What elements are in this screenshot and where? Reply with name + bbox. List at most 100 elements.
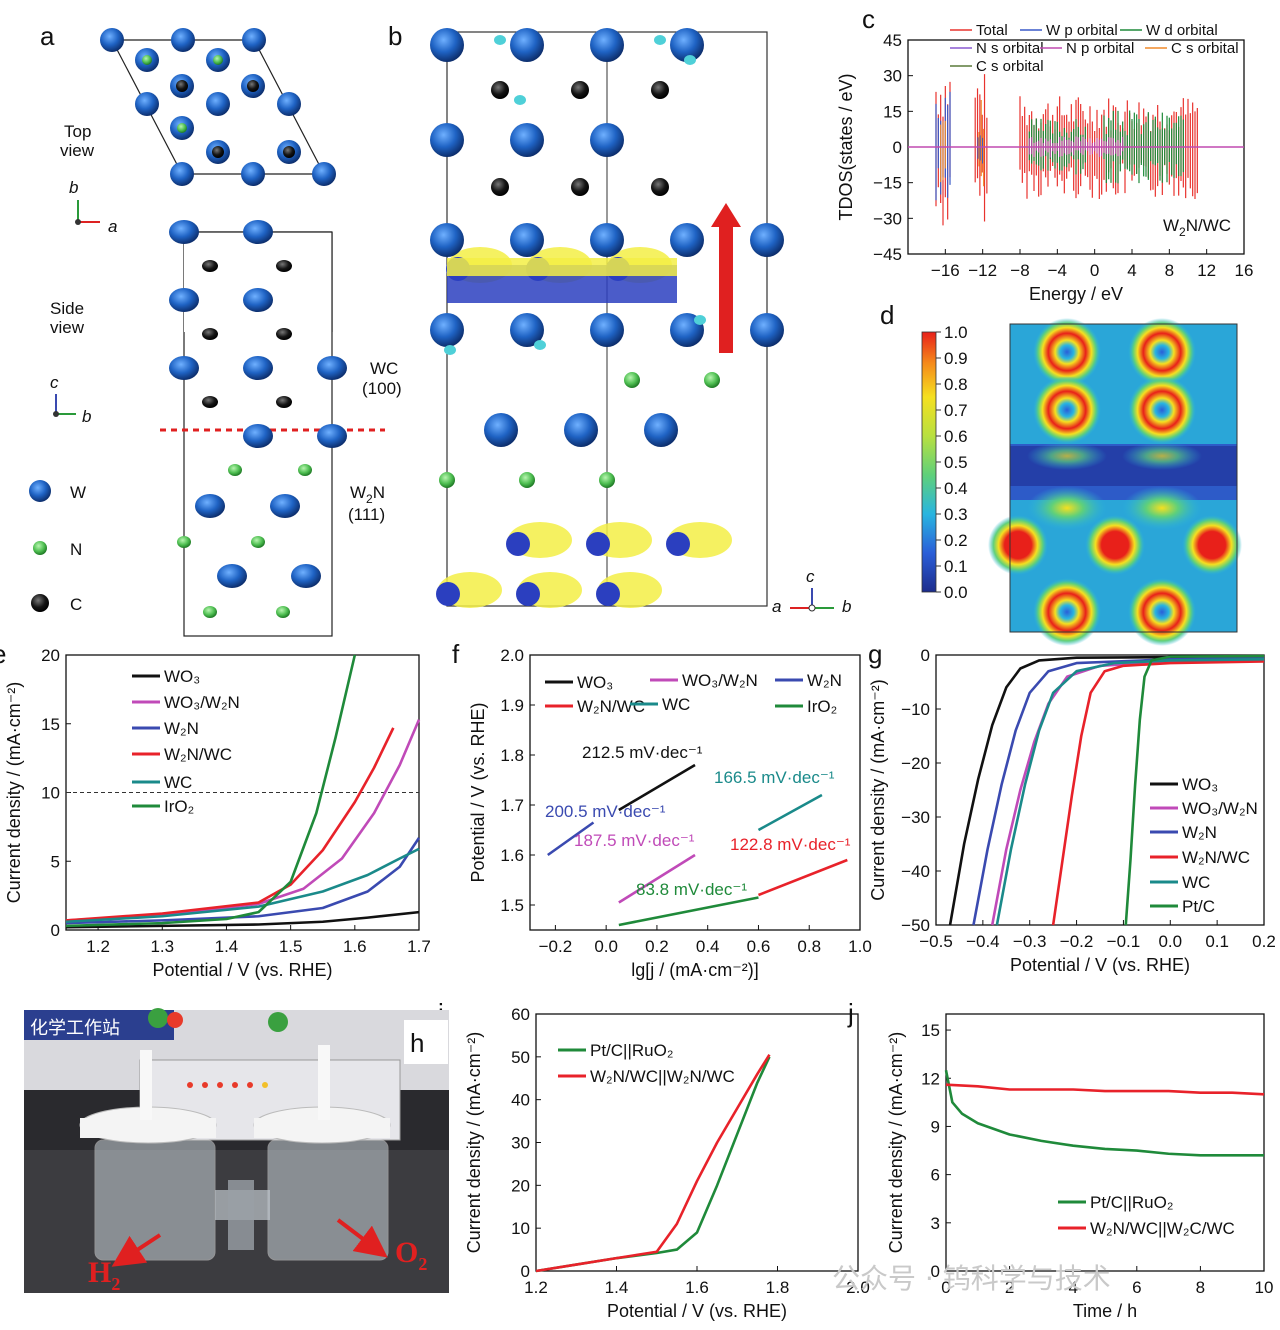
b-n-atom (439, 472, 455, 488)
legend-label: IrO₂ (164, 797, 194, 816)
series-line (618, 853, 696, 904)
panel-label: f (452, 639, 460, 669)
side-c-atom (202, 396, 218, 408)
top-w-atom (312, 162, 336, 186)
side-w-atom (270, 494, 300, 518)
panel-label: g (868, 639, 882, 669)
o2-label: O2 (395, 1236, 427, 1274)
tafel-slope-label: 83.8 mV·dec⁻¹ (636, 880, 747, 899)
y-axis-label: Current density / (mA·cm⁻²) (4, 682, 24, 904)
legend-label: WO₃/W₂N (1182, 799, 1258, 818)
colorbar-tick-label: 0.5 (944, 453, 968, 472)
y-tick-label: 0 (521, 1262, 530, 1281)
series-line (65, 910, 420, 929)
colorbar-tick-label: 0.0 (944, 583, 968, 602)
series-line (757, 793, 823, 832)
x-tick-label: 12 (1197, 261, 1216, 280)
colorbar-tick-label: 0.6 (944, 427, 968, 446)
b-w-atom (510, 123, 544, 157)
b-w-atom (750, 223, 784, 257)
x-axis-label: Energy / eV (1029, 284, 1123, 304)
side-view-line1: Side (50, 299, 84, 318)
legend-label: Pt/C||RuO₂ (1090, 1193, 1173, 1212)
legend-label: WO₃ (577, 673, 613, 692)
legend-label: WC (662, 695, 690, 714)
y-tick-label: 50 (511, 1048, 530, 1067)
series-line (948, 655, 1265, 926)
x-tick-label: 8 (1165, 261, 1174, 280)
panel-h-label: h (410, 1028, 424, 1058)
photo-screen-text: 化学工作站 (30, 1018, 120, 1039)
b-w-atom (430, 123, 464, 157)
side-w-atom (243, 424, 273, 448)
x-tick-label: 4 (1127, 261, 1136, 280)
tafel-slope-label: 122.8 mV·dec⁻¹ (730, 835, 851, 854)
legend-label: W₂N/WC (1182, 848, 1250, 867)
series-line (65, 847, 420, 924)
top-w-atom (277, 92, 301, 116)
y-tick-label: 60 (511, 1005, 530, 1024)
density-small-lobe (654, 35, 666, 45)
x-axis-label: Time / h (1073, 1301, 1137, 1321)
x-tick-label: −0.5 (919, 932, 953, 951)
y-tick-label: −30 (901, 808, 930, 827)
x-tick-label: 0.6 (747, 937, 771, 956)
density-small-lobe (514, 95, 526, 105)
b-w-atom (510, 313, 544, 347)
density-small-lobe (494, 35, 506, 45)
x-tick-label: 1.4 (605, 1278, 629, 1297)
wc-label-1: WC (370, 359, 398, 378)
legend-label: W p orbital (1046, 22, 1118, 39)
y-tick-label: −15 (873, 174, 902, 193)
x-axis-label: Potential / V (vs. RHE) (607, 1301, 787, 1321)
side-w-atom (169, 220, 199, 244)
y-tick-label: −45 (873, 245, 902, 264)
x-tick-label: 1.2 (86, 937, 110, 956)
top-w-atom (100, 28, 124, 52)
b-n-atom (704, 372, 720, 388)
dos-series (1028, 136, 1124, 158)
side-w-atom (317, 424, 347, 448)
b-w-atom (590, 313, 624, 347)
b-w-atom (750, 313, 784, 347)
dos-annotation: W2N/WC (1163, 216, 1231, 239)
panel-label: e (0, 639, 6, 669)
legend-w-label: W (70, 483, 86, 502)
density-depletion (666, 532, 690, 556)
top-w-atom (170, 162, 194, 186)
y-tick-label: 10 (511, 1219, 530, 1238)
side-w-atom (169, 356, 199, 380)
x-tick-label: 1.4 (215, 937, 239, 956)
x-axis-label: lg[j / (mA·cm⁻²)] (631, 960, 759, 980)
panel-a-label: a (40, 21, 55, 51)
series-line (65, 727, 395, 922)
side-n-atom (177, 536, 191, 548)
legend-label: W₂N/WC (577, 697, 645, 716)
y-tick-label: 12 (921, 1069, 940, 1088)
legend-c-label: C (70, 595, 82, 614)
side-w-atom (195, 494, 225, 518)
side-c-atom (276, 260, 292, 272)
legend-label: Pt/C||RuO₂ (590, 1041, 673, 1060)
side-n-atom (251, 536, 265, 548)
side-n-atom (298, 464, 312, 476)
side-w-atom (291, 564, 321, 588)
b-w-atom (430, 28, 464, 62)
y-tick-label: 2.0 (500, 646, 524, 665)
b-c-atom (491, 81, 509, 99)
series-line (1051, 660, 1265, 926)
series-line (547, 821, 595, 857)
tafel-slope-label: 166.5 mV·dec⁻¹ (714, 768, 835, 787)
colorbar-tick-label: 0.3 (944, 505, 968, 524)
side-axis-b-label: b (82, 407, 91, 426)
legend-label: N s orbital (976, 40, 1044, 57)
legend-label: WC (164, 773, 192, 792)
y-tick-label: 1.7 (500, 796, 524, 815)
side-w-atom (243, 356, 273, 380)
colorbar-tick-label: 0.8 (944, 375, 968, 394)
b-n-atom (519, 472, 535, 488)
panel-label: j (847, 998, 854, 1028)
legend-label: Total (976, 22, 1008, 39)
y-tick-label: 15 (41, 715, 60, 734)
